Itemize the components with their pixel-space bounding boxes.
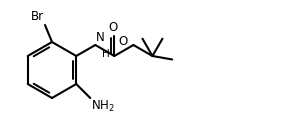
Text: N: N [96,31,105,44]
Text: NH$_2$: NH$_2$ [91,99,115,114]
Text: H: H [102,48,110,59]
Text: Br: Br [31,10,44,23]
Text: O: O [108,21,118,34]
Text: O: O [118,34,128,47]
